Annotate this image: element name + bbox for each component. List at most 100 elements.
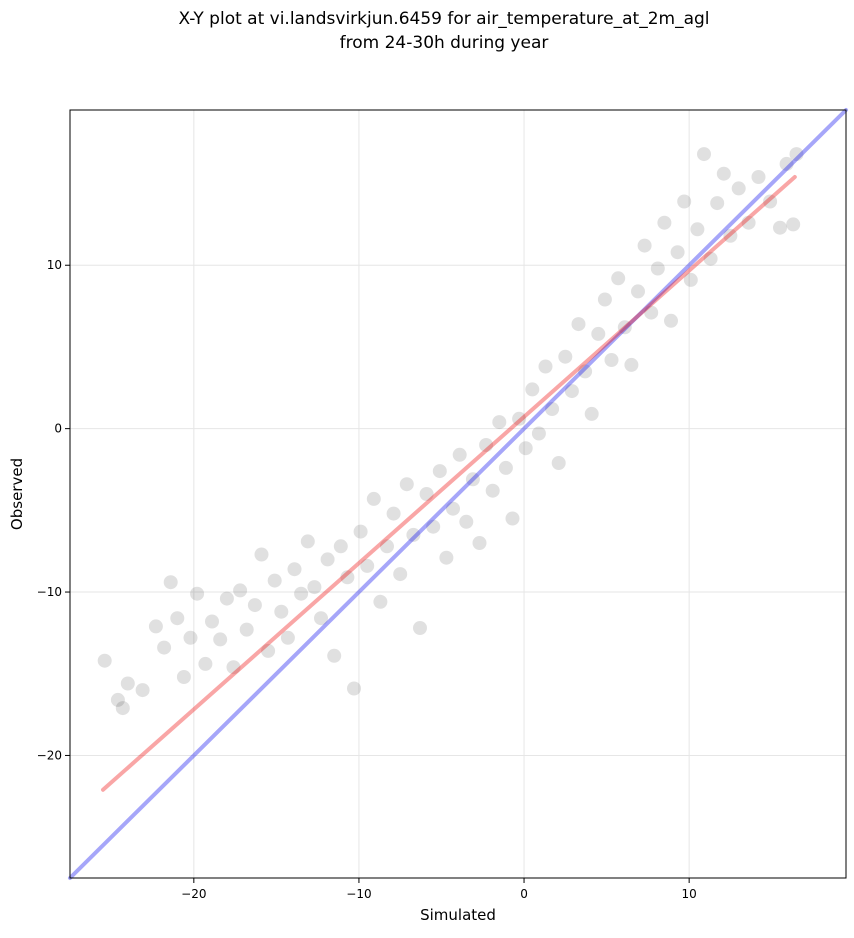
data-point: [287, 562, 302, 577]
plot-frame: [69, 109, 847, 879]
data-point: [763, 194, 778, 209]
data-point: [459, 514, 474, 529]
data-point: [751, 170, 766, 184]
data-point: [110, 692, 125, 707]
data-point: [97, 653, 112, 668]
data-point: [406, 527, 421, 542]
data-point: [340, 570, 355, 585]
data-point: [485, 483, 500, 498]
grid-layer: [70, 110, 846, 878]
data-point: [657, 215, 672, 230]
data-point: [604, 353, 619, 367]
data-point: [239, 622, 254, 637]
data-point: [472, 536, 487, 550]
data-point: [413, 621, 427, 635]
data-point: [157, 640, 172, 655]
data-point: [135, 683, 150, 698]
data-point: [525, 382, 540, 397]
data-point: [205, 614, 219, 629]
points-layer: [97, 147, 804, 716]
data-point: [176, 670, 191, 684]
data-point: [716, 166, 731, 181]
data-point: [419, 487, 434, 501]
data-point: [115, 701, 130, 716]
data-point: [432, 464, 447, 479]
data-point: [261, 643, 276, 658]
data-point: [386, 506, 401, 521]
y-tick-label: −20: [37, 748, 62, 762]
data-point: [183, 630, 198, 645]
lines-layer: [68, 108, 848, 880]
data-point: [254, 547, 269, 562]
data-point: [213, 632, 228, 647]
data-point: [617, 320, 632, 335]
data-point: [571, 317, 586, 332]
data-point: [644, 305, 659, 320]
x-tick-label: −10: [346, 887, 371, 901]
data-point: [779, 156, 794, 171]
chart-title: X-Y plot at vi.landsvirkjun.6459 for air…: [178, 9, 709, 29]
y-tick-label: 10: [47, 258, 62, 272]
identity-line: [68, 108, 848, 880]
data-point: [670, 245, 685, 260]
data-point: [307, 580, 322, 595]
data-point: [373, 594, 388, 609]
data-point: [531, 426, 546, 441]
data-point: [320, 552, 335, 567]
data-point: [393, 567, 408, 582]
y-axis-label: Observed: [8, 458, 26, 530]
data-point: [190, 586, 205, 601]
x-tick-label: 10: [682, 887, 697, 901]
data-point: [597, 292, 612, 307]
data-point: [789, 147, 804, 162]
data-point: [353, 524, 368, 539]
data-point: [578, 364, 593, 379]
data-point: [741, 215, 756, 230]
data-point: [551, 456, 566, 470]
data-point: [120, 676, 135, 691]
data-point: [226, 660, 241, 675]
data-point: [267, 573, 282, 588]
data-point: [347, 681, 361, 696]
data-point: [274, 604, 289, 619]
data-point: [333, 539, 348, 554]
data-point: [631, 284, 645, 299]
data-point: [170, 611, 185, 626]
data-point: [564, 384, 579, 399]
data-point: [465, 472, 480, 487]
data-point: [518, 441, 533, 456]
data-point: [650, 261, 665, 276]
data-point: [624, 357, 639, 372]
data-point: [426, 519, 441, 534]
data-point: [710, 196, 725, 211]
data-point: [505, 511, 520, 526]
data-point: [690, 222, 705, 237]
chart-subtitle: from 24-30h during year: [340, 33, 549, 53]
data-point: [591, 326, 606, 341]
data-point: [327, 648, 342, 663]
fit-line: [101, 174, 797, 792]
data-point: [360, 558, 375, 573]
data-point: [498, 460, 513, 475]
data-point: [366, 491, 381, 506]
data-point: [786, 217, 801, 232]
data-point: [512, 411, 527, 426]
x-tick-label: −20: [181, 887, 206, 901]
data-point: [300, 534, 315, 549]
data-point: [677, 194, 692, 209]
data-point: [399, 477, 414, 492]
data-point: [148, 619, 163, 634]
data-point: [247, 598, 262, 613]
y-tick-label: −10: [37, 585, 62, 599]
data-point: [233, 583, 248, 598]
data-point: [280, 630, 295, 645]
data-point: [380, 539, 394, 554]
data-point: [439, 550, 454, 565]
data-point: [545, 402, 560, 416]
data-point: [683, 272, 698, 287]
data-point: [492, 415, 507, 430]
data-point: [198, 656, 213, 671]
x-axis-label: Simulated: [420, 906, 496, 924]
